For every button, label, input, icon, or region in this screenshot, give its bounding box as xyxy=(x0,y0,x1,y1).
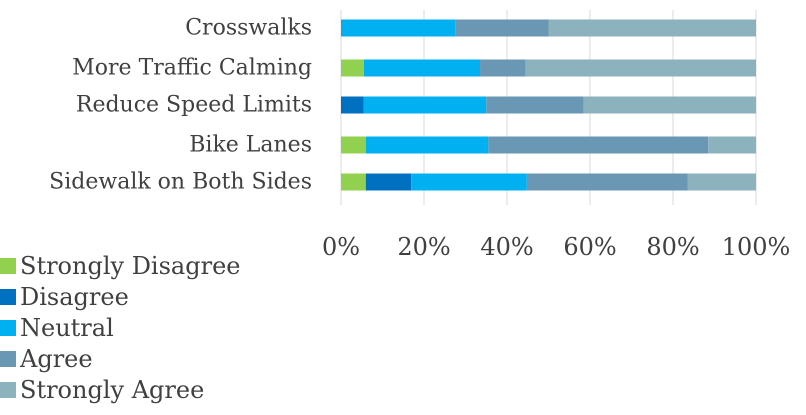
x-tick-label: 80% xyxy=(646,233,699,261)
bar-segment-neutral xyxy=(363,59,481,77)
bar-segment-neutral xyxy=(341,19,456,37)
bar-segment-agree xyxy=(526,173,688,191)
legend-label: Agree xyxy=(19,345,93,373)
legend-swatch xyxy=(0,320,16,336)
bar-segment-neutral xyxy=(411,173,527,191)
x-tick-label: 40% xyxy=(480,233,533,261)
bar-segment-agree xyxy=(488,136,709,154)
bar-segment-agree xyxy=(455,19,549,37)
legend-swatch xyxy=(0,351,16,367)
legend-swatch xyxy=(0,258,16,274)
bar-segment-agree xyxy=(480,59,526,77)
bar-segment-disagree xyxy=(365,173,412,191)
legend-label: Strongly Disagree xyxy=(20,252,240,280)
legend-label: Neutral xyxy=(20,314,114,342)
category-label: Bike Lanes xyxy=(189,133,312,158)
category-label: More Traffic Calming xyxy=(72,56,312,81)
bar-segment-strongly-disagree xyxy=(341,59,364,77)
bar-segment-strongly-agree xyxy=(583,96,756,114)
legend-label: Disagree xyxy=(20,283,129,311)
legend-swatch xyxy=(0,382,16,398)
bar-segment-disagree xyxy=(341,96,364,114)
bar-segment-neutral xyxy=(365,136,489,154)
x-tick-label: 60% xyxy=(563,233,616,261)
category-label: Reduce Speed Limits xyxy=(76,93,312,118)
bar-segment-strongly-agree xyxy=(708,136,756,154)
bar-segment-strongly-agree xyxy=(687,173,756,191)
legend-label: Strongly Agree xyxy=(20,376,204,404)
bar-segment-neutral xyxy=(363,96,487,114)
bar-segment-strongly-disagree xyxy=(341,136,366,154)
category-label: Sidewalk on Both Sides xyxy=(49,170,312,195)
legend-swatch xyxy=(0,289,16,305)
bar-segment-strongly-agree xyxy=(548,19,756,37)
category-label: Crosswalks xyxy=(185,16,312,41)
x-tick-label: 100% xyxy=(722,233,791,261)
x-tick-label: 0% xyxy=(322,233,360,261)
x-tick-label: 20% xyxy=(397,233,450,261)
bar-segment-strongly-agree xyxy=(525,59,756,77)
bar-segment-strongly-disagree xyxy=(341,173,366,191)
bar-segment-agree xyxy=(486,96,584,114)
